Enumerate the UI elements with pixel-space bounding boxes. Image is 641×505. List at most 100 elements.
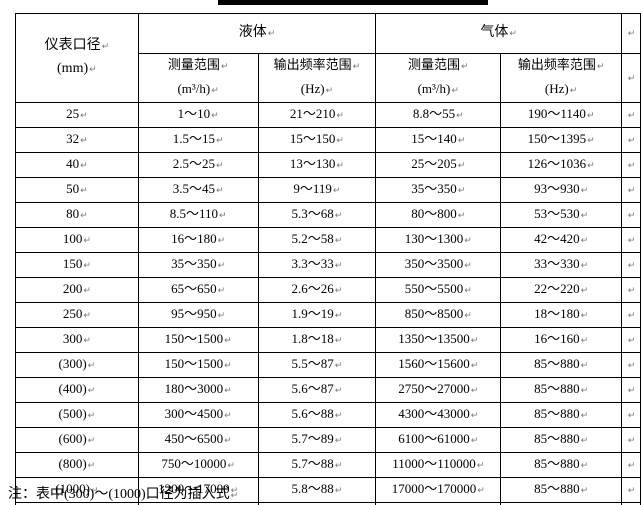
table-body: 25↵ 1～10↵ 21～210↵ 8.8～55↵ 190～1140↵ ↵ 32…	[15, 102, 641, 505]
paragraph-mark-icon: ↵	[476, 461, 485, 471]
paragraph-mark-icon: ↵	[334, 211, 343, 221]
freq-range-unit: (Hz)	[300, 81, 325, 96]
paragraph-mark-icon: ↵	[580, 286, 589, 296]
cell-value: 85～880	[534, 406, 580, 421]
cell-value: 1.5～15	[172, 131, 215, 146]
cell-value: 25～205	[411, 156, 457, 171]
paragraph-mark-icon: ↵	[80, 161, 88, 171]
liquid-freq-header-cell: 输出频率范围↵ (Hz)↵	[257, 53, 377, 103]
diameter-cell: 32↵	[15, 127, 139, 153]
cell-value: 300	[62, 331, 83, 346]
paragraph-mark-icon: ↵	[580, 186, 589, 196]
paragraph-mark-icon: ↵	[464, 286, 472, 296]
end-of-row-mark-cell: ↵	[621, 252, 641, 278]
diameter-cell: (300)↵	[15, 352, 139, 378]
paragraph-mark-icon: ↵	[80, 186, 88, 196]
paragraph-mark-icon: ↵	[334, 386, 343, 396]
paragraph-mark-icon: ↵	[87, 361, 96, 371]
cell-value: (500)	[58, 406, 87, 421]
paragraph-mark-icon: ↵	[218, 211, 227, 221]
liquid-freq-cell: 5.7～89↵	[257, 427, 377, 453]
paragraph-mark-icon: ↵	[627, 236, 636, 246]
gas-measure-cell: 11000～110000↵	[375, 452, 502, 478]
table-row: >(1000)↵ 协议↵ ↵ 协议↵ ↵ ↵	[15, 502, 641, 505]
liquid-group-label: 液体	[238, 25, 267, 40]
paragraph-mark-icon: ↵	[587, 136, 595, 146]
cell-value: 1～10	[177, 106, 211, 121]
paragraph-mark-icon: ↵	[336, 161, 344, 171]
cell-value: 35～350	[411, 181, 457, 196]
paragraph-mark-icon: ↵	[580, 336, 589, 346]
liquid-measure-cell: 65～650↵	[137, 277, 259, 303]
diameter-header-line1: 仪表口径	[44, 38, 101, 53]
liquid-measure-header-cell: 测量范围↵ (m³/h)↵	[137, 53, 259, 103]
paragraph-mark-icon: ↵	[334, 336, 343, 346]
table-row: (300)↵ 150～1500↵ 5.5～87↵ 1560～15600↵ 85～…	[15, 352, 641, 378]
liquid-freq-cell: 5.6～87↵	[257, 377, 377, 403]
cell-value: 5.5～87	[291, 356, 334, 371]
cell-value: 18～180	[534, 306, 580, 321]
end-of-row-mark-cell: ↵	[621, 227, 641, 253]
gas-freq-cell: 16～160↵	[500, 327, 623, 353]
paragraph-mark-icon: ↵	[224, 361, 232, 371]
liquid-measure-cell: 8.5～110↵	[137, 202, 259, 228]
end-of-row-mark-cell: ↵	[621, 452, 641, 478]
end-of-row-mark-cell: ↵	[621, 352, 641, 378]
paragraph-mark-icon: ↵	[470, 336, 479, 346]
cell-value: 8.5～110	[169, 206, 218, 221]
cell-value: (600)	[58, 431, 87, 446]
paragraph-mark-icon: ↵	[334, 311, 343, 321]
paragraph-mark-icon: ↵	[101, 42, 110, 52]
cell-value: 35～350	[171, 256, 217, 271]
paragraph-mark-icon: ↵	[227, 461, 235, 471]
paragraph-mark-icon: ↵	[80, 211, 88, 221]
paragraph-mark-icon: ↵	[217, 261, 226, 271]
paragraph-mark-icon: ↵	[580, 461, 589, 471]
cell-value: 9～119	[293, 181, 332, 196]
cell-value: 5.6～87	[291, 381, 334, 396]
paragraph-mark-icon: ↵	[211, 86, 219, 96]
cell-value: 300～4500	[164, 406, 224, 421]
cell-value: 65～650	[171, 281, 217, 296]
cell-value: 200	[62, 281, 83, 296]
diameter-cell: 40↵	[15, 152, 139, 178]
paragraph-mark-icon: ↵	[627, 386, 636, 396]
cell-value: 22～220	[534, 281, 580, 296]
cell-value: 1560～15600	[398, 356, 470, 371]
end-of-row-mark-cell: ↵	[621, 152, 641, 178]
gas-freq-cell: 93～930↵	[500, 177, 623, 203]
paragraph-mark-icon: ↵	[224, 436, 232, 446]
liquid-measure-cell: 1～10↵	[137, 102, 259, 128]
cell-value: 5.2～58	[291, 231, 334, 246]
gas-freq-cell: 126～1036↵	[500, 152, 623, 178]
table-row: 100↵ 16～180↵ 5.2～58↵ 130～1300↵ 42～420↵ ↵	[15, 227, 641, 253]
liquid-measure-cell: 3.5～45↵	[137, 177, 259, 203]
liquid-group-header-cell: 液体↵	[137, 13, 377, 54]
paragraph-mark-icon: ↵	[627, 136, 636, 146]
liquid-freq-cell: 5.2～58↵	[257, 227, 377, 253]
gas-measure-cell: 25～205↵	[375, 152, 502, 178]
paragraph-mark-icon: ↵	[336, 136, 344, 146]
paragraph-mark-icon: ↵	[627, 461, 636, 471]
paragraph-mark-icon: ↵	[217, 236, 226, 246]
paragraph-mark-icon: ↵	[334, 486, 343, 496]
cell-value: 5.7～89	[291, 431, 334, 446]
cell-value: 25	[66, 106, 80, 121]
paragraph-mark-icon: ↵	[87, 411, 96, 421]
gas-measure-cell: 850～8500↵	[375, 302, 502, 328]
paragraph-mark-icon: ↵	[83, 311, 91, 321]
cell-value: 2.6～26	[291, 281, 334, 296]
liquid-measure-cell: 180～3000↵	[137, 377, 259, 403]
cell-value: 2.5～25	[172, 156, 215, 171]
table-row: (1000)↵ 1200～17000↵ 5.8～88↵ 17000～170000…	[15, 477, 641, 503]
cell-value: 100	[62, 231, 83, 246]
cell-value: 17000～170000	[391, 481, 477, 496]
end-of-row-mark-cell: ↵	[621, 127, 641, 153]
paragraph-mark-icon: ↵	[220, 62, 229, 72]
liquid-measure-cell: 2.5～25↵	[137, 152, 259, 178]
gas-freq-cell: 85～880↵	[500, 452, 623, 478]
paragraph-mark-icon: ↵	[83, 236, 91, 246]
gas-measure-cell: 80～800↵	[375, 202, 502, 228]
paragraph-mark-icon: ↵	[334, 286, 343, 296]
table-row: 25↵ 1～10↵ 21～210↵ 8.8～55↵ 190～1140↵ ↵	[15, 102, 641, 128]
